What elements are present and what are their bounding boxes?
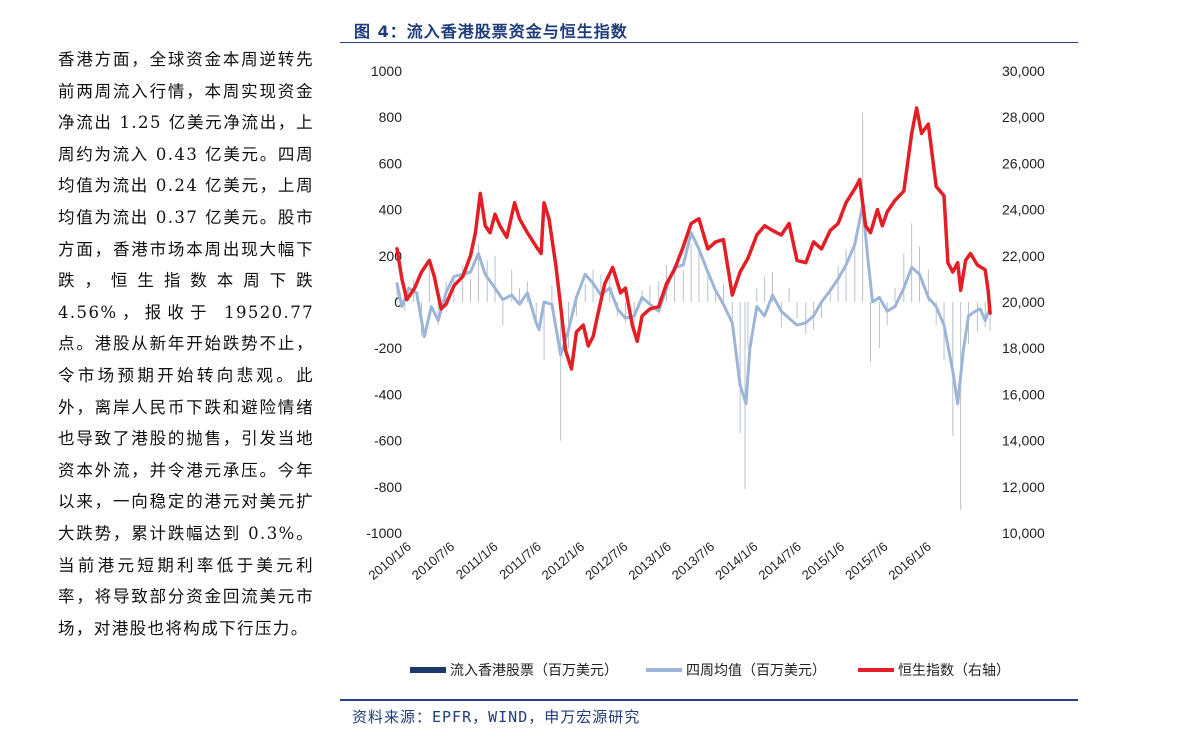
y-right-tick-label: 14,000 bbox=[1002, 433, 1045, 449]
title-rule bbox=[340, 42, 1078, 43]
x-tick-label: 2014/7/6 bbox=[756, 539, 804, 583]
chart-area: 10008006004002000-200-400-600-800-100030… bbox=[366, 63, 1046, 583]
source-rule bbox=[340, 699, 1078, 701]
legend-item: 四周均值（百万美元） bbox=[646, 660, 826, 680]
commentary-paragraph: 香港方面，全球资金本周逆转先前两周流入行情，本周实现资金净流出 1.25 亿美元… bbox=[58, 50, 314, 638]
y-right-tick-label: 18,000 bbox=[1002, 340, 1045, 356]
legend-swatch bbox=[858, 668, 894, 672]
y-left-tick-label: 400 bbox=[379, 202, 403, 218]
x-tick-label: 2014/1/6 bbox=[712, 539, 760, 583]
chart-legend: 流入香港股票（百万美元） 四周均值（百万美元） 恒生指数（右轴） bbox=[410, 660, 1050, 682]
y-right-tick-label: 10,000 bbox=[1002, 525, 1045, 541]
x-tick-label: 2010/7/6 bbox=[409, 539, 457, 583]
y-left-tick-label: 1000 bbox=[371, 63, 402, 79]
y-left-tick-label: 800 bbox=[379, 109, 403, 125]
y-right-tick-label: 26,000 bbox=[1002, 155, 1045, 171]
x-tick-label: 2012/1/6 bbox=[539, 539, 587, 583]
legend-swatch bbox=[410, 667, 446, 673]
x-tick-label: 2010/1/6 bbox=[366, 539, 414, 583]
x-tick-label: 2011/1/6 bbox=[453, 539, 501, 582]
legend-item: 流入香港股票（百万美元） bbox=[410, 660, 618, 680]
hsi-line bbox=[395, 106, 992, 371]
x-tick-label: 2015/1/6 bbox=[799, 539, 847, 583]
legend-label: 流入香港股票（百万美元） bbox=[450, 663, 618, 679]
legend-label: 恒生指数（右轴） bbox=[898, 663, 1010, 679]
x-tick-label: 2015/7/6 bbox=[842, 539, 890, 583]
x-tick-label: 2011/7/6 bbox=[496, 539, 544, 582]
y-left-tick-label: -400 bbox=[374, 386, 402, 402]
y-right-tick-label: 24,000 bbox=[1002, 202, 1045, 218]
y-left-tick-label: 0 bbox=[394, 294, 402, 310]
y-right-tick-label: 16,000 bbox=[1002, 386, 1045, 402]
y-left-tick-label: -600 bbox=[374, 433, 402, 449]
y-right-tick-label: 30,000 bbox=[1002, 63, 1045, 79]
x-tick-label: 2013/1/6 bbox=[626, 539, 674, 583]
y-right-tick-label: 20,000 bbox=[1002, 294, 1045, 310]
commentary-text: 香港方面，全球资金本周逆转先前两周流入行情，本周实现资金净流出 1.25 亿美元… bbox=[58, 44, 314, 644]
legend-label: 四周均值（百万美元） bbox=[686, 663, 826, 679]
legend-item: 恒生指数（右轴） bbox=[858, 660, 1010, 680]
y-left-tick-label: -200 bbox=[374, 340, 402, 356]
y-right-tick-label: 22,000 bbox=[1002, 248, 1045, 264]
source-note: 资料来源：EPFR，WIND，申万宏源研究 bbox=[352, 708, 641, 726]
y-left-tick-label: -800 bbox=[374, 479, 402, 495]
y-right-tick-label: 12,000 bbox=[1002, 479, 1045, 495]
x-tick-label: 2013/7/6 bbox=[669, 539, 717, 583]
y-right-tick-label: 28,000 bbox=[1002, 109, 1045, 125]
y-left-tick-label: 600 bbox=[379, 155, 403, 171]
y-left-tick-label: -1000 bbox=[366, 525, 402, 541]
figure-title: 图 4：流入香港股票资金与恒生指数 bbox=[354, 22, 628, 41]
four-week-avg-line bbox=[395, 203, 992, 406]
x-tick-label: 2012/7/6 bbox=[582, 539, 630, 583]
x-tick-label: 2016/1/6 bbox=[886, 539, 934, 583]
legend-swatch bbox=[646, 668, 682, 672]
